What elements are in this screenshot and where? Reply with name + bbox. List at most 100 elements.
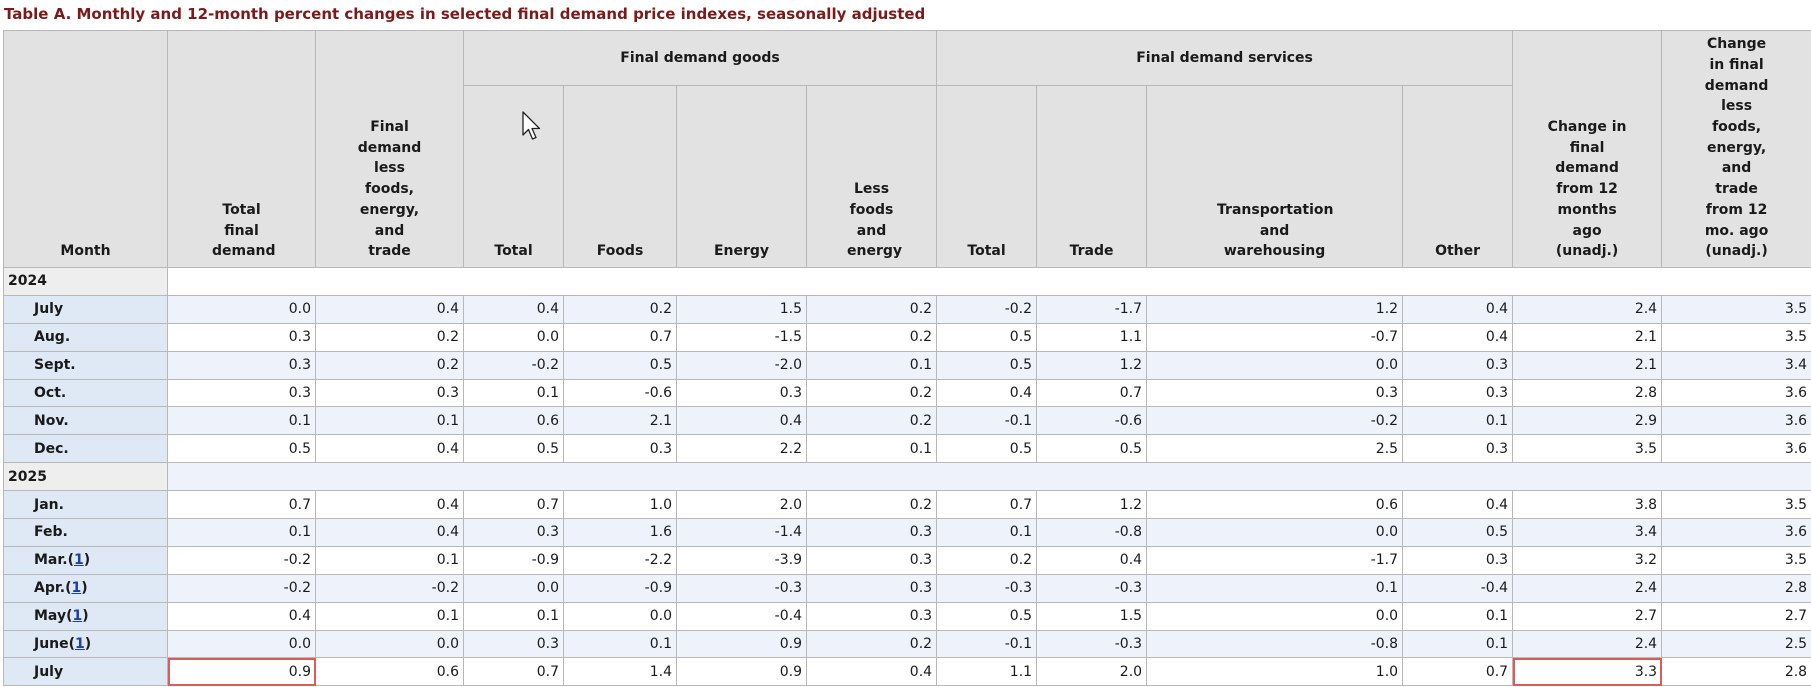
table-cell: 0.0 xyxy=(315,629,464,659)
table-cell: -1.7 xyxy=(1146,545,1404,575)
row-month: July xyxy=(3,294,168,324)
table-cell: 0.0 xyxy=(167,629,316,659)
row-month: Oct. xyxy=(3,378,168,408)
row-month: Feb. xyxy=(3,518,168,547)
table-cell: 0.0 xyxy=(1146,518,1404,547)
year-label: 2025 xyxy=(3,462,168,492)
table-row: Jan. 0.7 0.4 0.7 1.0 2.0 0.2 0.7 1.2 0.6 0.4 3.8 3.5 xyxy=(3,490,1811,520)
table-cell: -0.6 xyxy=(1036,406,1148,436)
table-cell: 0.4 xyxy=(463,294,564,324)
table-cell: 0.3 xyxy=(805,573,938,603)
header-services-trade: Trade xyxy=(1036,85,1148,268)
table-cell: -0.2 xyxy=(167,545,316,575)
table-cell: 0.4 xyxy=(676,406,807,436)
table-cell: 0.5 xyxy=(936,322,1038,352)
table-cell: 0.4 xyxy=(167,601,316,631)
table-cell: 0.5 xyxy=(936,434,1038,464)
table-body: 2024 July 0.0 0.4 0.4 0.2 1.5 0.2 -0.2 -1.7 1.2 0.4… xyxy=(3,267,1811,687)
table-cell: 3.5 xyxy=(1661,294,1811,324)
table-cell: 0.1 xyxy=(936,518,1038,547)
row-month: Apr.(1) xyxy=(3,573,168,603)
table-cell: -0.2 xyxy=(936,294,1038,324)
table-cell: -0.3 xyxy=(936,573,1038,603)
year-spacer xyxy=(166,462,1811,492)
header-goods-foods: Foods xyxy=(563,85,677,268)
table-cell: -3.9 xyxy=(676,545,807,575)
month-label: Sept. xyxy=(34,357,76,374)
table-cell: 3.5 xyxy=(1661,322,1811,352)
month-label: Oct. xyxy=(34,385,67,401)
table-cell: -0.3 xyxy=(1036,573,1148,603)
table-cell: 0.1 xyxy=(463,378,564,408)
table-cell: 0.1 xyxy=(805,434,938,464)
table-cell: 3.6 xyxy=(1661,378,1811,408)
table-cell: 1.0 xyxy=(1146,657,1404,687)
table-cell: 0.3 xyxy=(1146,378,1404,408)
year-row: 2024 xyxy=(3,267,1811,296)
table-cell: 0.0 xyxy=(463,573,564,603)
table-cell: -1.5 xyxy=(676,322,807,352)
table-cell: 1.0 xyxy=(563,490,677,520)
table-cell: 3.4 xyxy=(1661,350,1811,380)
month-label: June xyxy=(34,636,69,653)
table-row: Apr.(1) -0.2 -0.2 0.0 -0.9 -0.3 0.3 -0.3 -0.3 0.1… xyxy=(3,573,1811,603)
table-cell: 3.6 xyxy=(1661,434,1811,464)
table-cell: 0.1 xyxy=(563,629,677,659)
table-cell: 2.8 xyxy=(1661,657,1811,687)
table-cell: -0.4 xyxy=(1402,573,1514,603)
table-cell: 0.1 xyxy=(167,406,316,436)
table-cell: 0.1 xyxy=(315,601,464,631)
footnote-link[interactable]: 1 xyxy=(75,636,85,653)
table-cell: 0.2 xyxy=(936,545,1038,575)
table-cell: 0.4 xyxy=(315,518,464,547)
table-row: June(1) 0.0 0.0 0.3 0.1 0.9 0.2 -0.1 -0.3 -0.8 0.1… xyxy=(3,629,1811,659)
year-label: 2024 xyxy=(3,267,168,296)
table-row: Nov. 0.1 0.1 0.6 2.1 0.4 0.2 -0.1 -0.6 -0.2 0.1 2.9… xyxy=(3,406,1811,436)
table-cell: 0.6 xyxy=(1146,490,1404,520)
mouse-cursor-icon xyxy=(522,111,541,140)
table-cell: 0.3 xyxy=(463,629,564,659)
table-cell: 0.3 xyxy=(1402,434,1514,464)
table-cell: 0.4 xyxy=(315,490,464,520)
table-cell: 0.1 xyxy=(1402,406,1514,436)
footnote-link[interactable]: 1 xyxy=(71,580,82,597)
table-cell: 0.2 xyxy=(805,629,938,659)
table-cell: 0.9 xyxy=(676,657,807,687)
month-label: Mar. xyxy=(34,552,68,569)
table-cell: 0.0 xyxy=(167,294,316,324)
table-cell: 0.3 xyxy=(167,378,316,408)
table-cell: 0.6 xyxy=(463,406,564,436)
month-label: July xyxy=(34,663,64,680)
table-cell: 3.6 xyxy=(1661,518,1811,547)
table-cell: 2.7 xyxy=(1512,601,1663,631)
table-cell: 1.1 xyxy=(936,657,1038,687)
header-goods-total: Total xyxy=(463,85,564,268)
table-cell: -1.4 xyxy=(676,518,807,547)
table-cell: 0.4 xyxy=(1036,545,1148,575)
table-cell: 0.2 xyxy=(805,490,938,520)
table-cell: 0.4 xyxy=(1402,294,1514,324)
table-row: Mar.(1) -0.2 0.1 -0.9 -2.2 -3.9 0.3 0.2 0.4 -1.7 0… xyxy=(3,545,1811,575)
table-cell: 0.7 xyxy=(563,322,677,352)
table-cell: 1.5 xyxy=(1036,601,1148,631)
table-cell: 0.2 xyxy=(315,350,464,380)
table-cell: 0.2 xyxy=(563,294,677,324)
table-cell: -0.4 xyxy=(676,601,807,631)
table-cell: 0.1 xyxy=(463,601,564,631)
table-cell: 0.5 xyxy=(1036,434,1148,464)
header-change-12-months-less: Change in final demand less foods, energ… xyxy=(1661,30,1811,268)
table-cell: 0.3 xyxy=(805,545,938,575)
table-cell: 0.1 xyxy=(1402,601,1514,631)
year-row: 2025 xyxy=(3,462,1811,492)
table-cell: 0.9 xyxy=(676,629,807,659)
table-cell: 0.3 xyxy=(463,518,564,547)
table-cell: -2.2 xyxy=(563,545,677,575)
footnote-link[interactable]: 1 xyxy=(74,552,84,569)
footnote-link[interactable]: 1 xyxy=(72,608,83,625)
table-cell: 0.3 xyxy=(167,322,316,352)
table-cell: 2.4 xyxy=(1512,629,1663,659)
table-cell: 0.3 xyxy=(1402,378,1514,408)
table-cell: 0.4 xyxy=(1402,322,1514,352)
table-cell: 2.4 xyxy=(1512,294,1663,324)
highlighted-cell: 3.3 xyxy=(1512,657,1663,687)
